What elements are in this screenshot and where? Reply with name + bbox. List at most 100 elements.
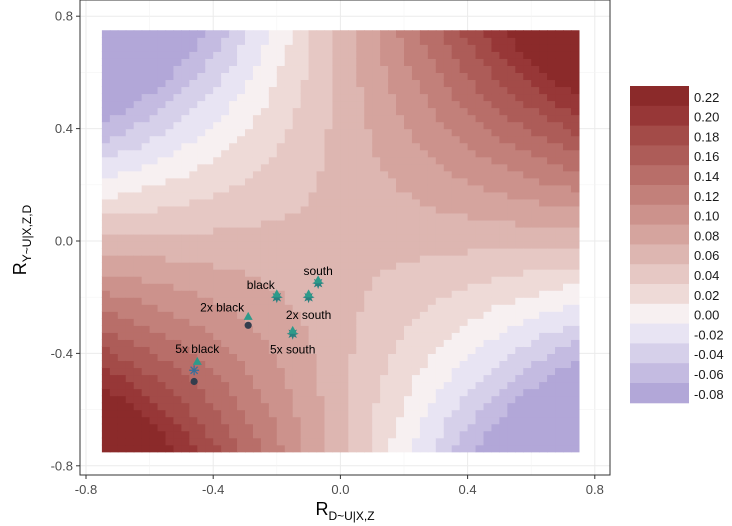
contour-cell: [332, 212, 341, 221]
contour-cell: [252, 248, 262, 256]
contour-cell: [165, 381, 175, 390]
contour-cell: [284, 346, 294, 354]
contour-cell: [300, 269, 310, 277]
contour-cell: [443, 135, 453, 144]
contour-cell: [157, 388, 167, 397]
contour-cell: [380, 241, 389, 249]
contour-cell: [316, 114, 326, 123]
contour-cell: [563, 283, 572, 291]
contour-cell: [364, 198, 373, 207]
contour-cell: [245, 409, 254, 418]
contour-cell: [499, 304, 508, 312]
contour-cell: [173, 290, 182, 298]
contour-cell: [149, 297, 159, 305]
contour-cell: [101, 114, 111, 123]
contour-cell: [364, 107, 373, 116]
contour-cell: [149, 219, 159, 228]
contour-cell: [133, 86, 143, 95]
contour-cell: [523, 332, 532, 340]
contour-cell: [419, 163, 429, 172]
contour-cell: [109, 128, 119, 137]
contour-cell: [213, 339, 222, 347]
contour-cell: [499, 416, 508, 425]
contour-cell: [380, 128, 389, 137]
contour-cell: [523, 444, 532, 453]
contour-cell: [404, 290, 413, 298]
contour-cell: [125, 325, 135, 333]
contour-cell: [547, 437, 556, 446]
contour-cell: [507, 149, 516, 158]
contour-cell: [189, 262, 198, 270]
contour-cell: [531, 93, 540, 102]
contour-cell: [555, 198, 564, 207]
contour-cell: [531, 30, 540, 38]
contour-cell: [252, 156, 262, 165]
contour-cell: [372, 107, 381, 116]
contour-cell: [245, 248, 254, 256]
contour-cell: [539, 283, 548, 291]
contour-cell: [396, 409, 405, 418]
contour-cell: [229, 339, 238, 347]
contour-cell: [491, 205, 500, 214]
contour-cell: [427, 381, 437, 390]
y-tick-label: 0.0: [55, 234, 73, 249]
contour-cell: [427, 205, 437, 214]
contour-cell: [276, 65, 286, 73]
contour-cell: [197, 395, 206, 404]
contour-cell: [125, 156, 135, 165]
contour-cell: [125, 423, 135, 432]
contour-cell: [570, 114, 580, 123]
contour-cell: [499, 339, 508, 347]
contour-cell: [221, 121, 230, 130]
contour-cell: [427, 416, 437, 425]
contour-cell: [340, 381, 349, 390]
contour-cell: [252, 170, 262, 179]
contour-cell: [276, 184, 286, 193]
contour-cell: [404, 37, 413, 45]
contour-cell: [340, 325, 349, 333]
contour-cell: [547, 255, 556, 263]
contour-cell: [380, 374, 389, 383]
contour-cell: [213, 248, 222, 256]
contour-cell: [237, 51, 246, 59]
contour-cell: [507, 86, 516, 95]
contour-cell: [221, 360, 230, 369]
contour-cell: [117, 430, 127, 439]
contour-cell: [563, 149, 572, 158]
contour-cell: [491, 219, 500, 228]
contour-cell: [260, 241, 270, 249]
contour-cell: [475, 100, 485, 109]
contour-cell: [316, 219, 326, 228]
contour-cell: [539, 30, 548, 38]
contour-cell: [499, 318, 508, 326]
point-label: 2x black: [200, 301, 245, 315]
contour-cell: [380, 381, 389, 390]
contour-cell: [237, 135, 246, 144]
contour-cell: [173, 318, 182, 326]
contour-cell: [117, 374, 127, 383]
contour-cell: [308, 121, 318, 130]
contour-cell: [101, 65, 111, 73]
contour-cell: [539, 128, 548, 137]
contour-cell: [173, 276, 182, 284]
contour-cell: [515, 430, 524, 439]
contour-cell: [276, 86, 286, 95]
contour-cell: [404, 388, 413, 397]
contour-cell: [475, 290, 485, 298]
contour-cell: [404, 30, 413, 38]
contour-cell: [563, 409, 572, 418]
contour-cell: [523, 226, 532, 235]
contour-cell: [173, 374, 182, 383]
contour-cell: [555, 255, 564, 263]
contour-cell: [364, 388, 373, 397]
contour-cell: [117, 170, 127, 179]
contour-cell: [101, 191, 111, 200]
contour-cell: [181, 430, 190, 439]
contour-cell: [435, 430, 445, 439]
contour-cell: [451, 248, 461, 256]
contour-cell: [435, 416, 445, 425]
contour-cell: [563, 346, 572, 354]
contour-cell: [117, 290, 127, 298]
contour-cell: [260, 402, 270, 411]
